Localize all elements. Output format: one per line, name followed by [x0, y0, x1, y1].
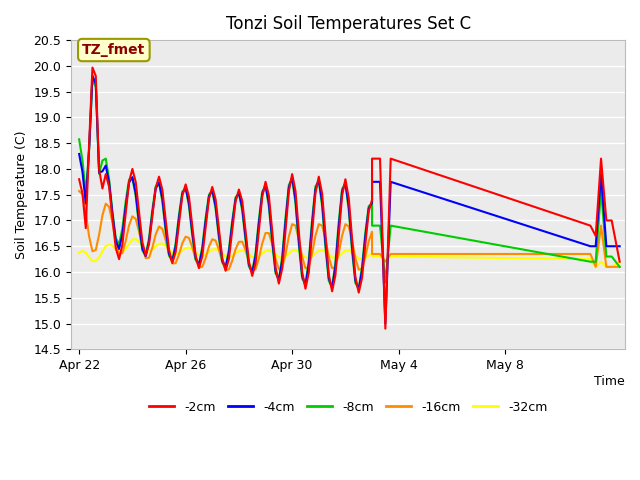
X-axis label: Time: Time: [595, 375, 625, 388]
Legend: -2cm, -4cm, -8cm, -16cm, -32cm: -2cm, -4cm, -8cm, -16cm, -32cm: [144, 396, 552, 419]
Text: TZ_fmet: TZ_fmet: [82, 43, 145, 57]
Y-axis label: Soil Temperature (C): Soil Temperature (C): [15, 131, 28, 259]
Title: Tonzi Soil Temperatures Set C: Tonzi Soil Temperatures Set C: [225, 15, 470, 33]
